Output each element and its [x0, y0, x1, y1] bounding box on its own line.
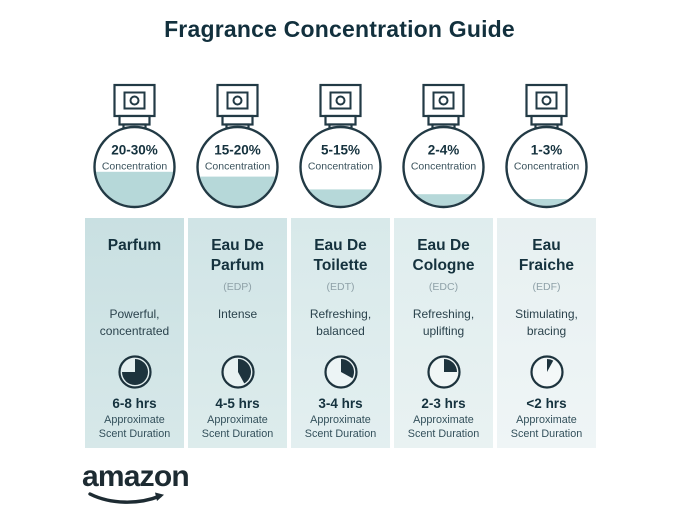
duration-clock-icon	[115, 352, 155, 392]
duration-clock-icon	[527, 352, 567, 392]
fragrance-abbr: (EDC)	[428, 281, 459, 293]
fragrance-name: Eau De Parfum	[210, 237, 265, 275]
fragrance-description: Powerful, concentrated	[99, 307, 170, 338]
concentration-label: Concentration	[411, 161, 477, 173]
bottle-cell: 15-20% Concentration	[188, 83, 287, 209]
duration-label: Approximate Scent Duration	[304, 414, 377, 441]
duration-label: Approximate Scent Duration	[98, 414, 171, 441]
concentration-label: Concentration	[102, 161, 168, 173]
perfume-bottle-icon: 20-30% Concentration	[93, 83, 176, 209]
fragrance-name: Parfum	[107, 237, 162, 254]
fragrance-name: Eau De Toilette	[313, 237, 368, 275]
fragrance-column: Eau Fraiche (EDF) Stimulating, bracing <…	[497, 218, 596, 448]
fragrance-description: Refreshing, balanced	[309, 307, 372, 338]
concentration-value: 2-4%	[428, 143, 460, 158]
duration-value: 2-3 hrs	[421, 396, 466, 411]
bottle-cell: 5-15% Concentration	[291, 83, 390, 209]
amazon-logo-text: amazon	[82, 460, 190, 493]
fragrance-name: Eau De Cologne	[412, 237, 475, 275]
fragrance-description: Refreshing, uplifting	[412, 307, 475, 338]
duration-clock-icon	[424, 352, 464, 392]
concentration-label: Concentration	[514, 161, 580, 173]
perfume-bottle-icon: 5-15% Concentration	[299, 83, 382, 209]
concentration-value: 20-30%	[111, 143, 158, 158]
amazon-logo: amazon	[82, 462, 192, 512]
perfume-bottle-icon: 1-3% Concentration	[505, 83, 588, 209]
perfume-bottle-icon: 15-20% Concentration	[196, 83, 279, 209]
duration-value: <2 hrs	[526, 396, 567, 411]
fragrance-abbr: (EDP)	[223, 281, 252, 293]
bottles-row: 20-30% Concentration 15-20% Concentration 5-…	[85, 83, 597, 209]
duration-clock-icon	[321, 352, 361, 392]
fragrance-column: Eau De Toilette (EDT) Refreshing, balanc…	[291, 218, 390, 448]
perfume-bottle-icon: 2-4% Concentration	[402, 83, 485, 209]
bottle-cell: 2-4% Concentration	[394, 83, 493, 209]
fragrance-column: Parfum Powerful, concentrated 6-8 hrs Ap…	[85, 218, 184, 448]
concentration-value: 15-20%	[214, 143, 261, 158]
duration-label: Approximate Scent Duration	[407, 414, 480, 441]
fragrance-description: Stimulating, bracing	[515, 307, 578, 338]
concentration-label: Concentration	[308, 161, 374, 173]
concentration-value: 1-3%	[531, 143, 563, 158]
amazon-smile-icon	[88, 492, 164, 504]
duration-label: Approximate Scent Duration	[201, 414, 274, 441]
fragrance-abbr: (EDT)	[326, 281, 355, 293]
fragrance-column: Eau De Cologne (EDC) Refreshing, uplifti…	[394, 218, 493, 448]
duration-label: Approximate Scent Duration	[510, 414, 583, 441]
concentration-value: 5-15%	[321, 143, 360, 158]
duration-value: 4-5 hrs	[215, 396, 260, 411]
bottle-cell: 20-30% Concentration	[85, 83, 184, 209]
fragrance-column: Eau De Parfum (EDP) Intense 4-5 hrs Appr…	[188, 218, 287, 448]
duration-value: 6-8 hrs	[112, 396, 157, 411]
fragrance-name: Eau Fraiche	[518, 237, 575, 275]
bottle-cell: 1-3% Concentration	[497, 83, 596, 209]
duration-clock-icon	[218, 352, 258, 392]
fragrance-abbr: (EDF)	[532, 281, 561, 293]
duration-value: 3-4 hrs	[318, 396, 363, 411]
fragrance-description: Intense	[217, 307, 258, 321]
columns-row: Parfum Powerful, concentrated 6-8 hrs Ap…	[85, 218, 596, 448]
concentration-label: Concentration	[205, 161, 271, 173]
page-title: Fragrance Concentration Guide	[164, 16, 515, 42]
